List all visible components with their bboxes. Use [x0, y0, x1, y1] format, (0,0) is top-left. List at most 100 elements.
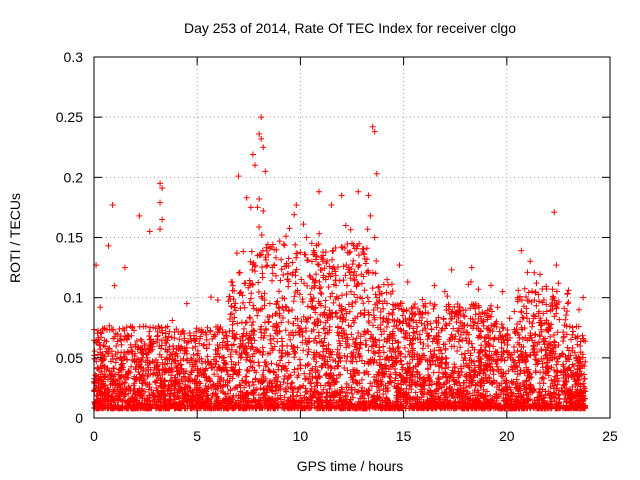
- data-point: [231, 367, 238, 374]
- data-point: [338, 244, 345, 251]
- data-point: [241, 384, 248, 391]
- data-point: [107, 372, 114, 379]
- data-point: [543, 400, 550, 407]
- data-point: [548, 398, 555, 405]
- data-point: [565, 299, 572, 306]
- data-point: [537, 385, 544, 392]
- data-point: [105, 386, 112, 393]
- data-point: [373, 359, 380, 366]
- data-point: [128, 348, 135, 355]
- data-point: [311, 354, 318, 361]
- data-point: [147, 336, 154, 343]
- data-point: [577, 349, 584, 356]
- data-point: [227, 386, 234, 393]
- data-point: [305, 361, 312, 368]
- data-point: [317, 266, 324, 273]
- data-point: [525, 366, 532, 373]
- data-point: [564, 366, 571, 373]
- data-point: [529, 288, 536, 295]
- data-point: [478, 346, 485, 353]
- data-point: [260, 373, 267, 380]
- data-point: [488, 302, 495, 309]
- data-point: [356, 380, 363, 387]
- data-point: [258, 251, 265, 258]
- data-point: [289, 329, 296, 336]
- data-point: [139, 385, 146, 392]
- data-point: [527, 330, 534, 337]
- data-point: [299, 339, 306, 346]
- data-point: [190, 351, 197, 358]
- data-point: [148, 387, 155, 394]
- data-point: [401, 344, 408, 351]
- data-point: [240, 248, 247, 255]
- data-point: [210, 390, 217, 397]
- data-point: [339, 292, 346, 299]
- data-point: [375, 283, 382, 290]
- data-point: [279, 294, 286, 301]
- data-point: [304, 257, 311, 264]
- data-point: [355, 252, 362, 259]
- data-point: [397, 350, 404, 357]
- data-point: [357, 340, 364, 347]
- data-point: [329, 270, 336, 277]
- data-point: [471, 319, 478, 326]
- data-point: [233, 392, 240, 399]
- data-point: [213, 367, 220, 374]
- data-point: [460, 329, 467, 336]
- data-point: [348, 323, 355, 330]
- data-point: [484, 388, 491, 395]
- data-point: [153, 384, 160, 391]
- data-point: [458, 363, 465, 370]
- data-point: [506, 384, 513, 391]
- data-point: [336, 337, 343, 344]
- data-point: [175, 385, 182, 392]
- data-point: [394, 338, 401, 345]
- data-point: [114, 349, 121, 356]
- data-point: [381, 328, 388, 335]
- data-point: [303, 375, 310, 382]
- data-point: [147, 401, 154, 408]
- data-point: [256, 362, 263, 369]
- data-point: [341, 365, 348, 372]
- data-point: [241, 280, 248, 287]
- data-point: [314, 382, 321, 389]
- data-point: [347, 358, 354, 365]
- data-point: [196, 340, 203, 347]
- data-point: [525, 289, 532, 296]
- data-point: [553, 304, 560, 311]
- data-point: [554, 358, 561, 365]
- data-point: [574, 333, 581, 340]
- data-point: [433, 332, 440, 339]
- data-point: [435, 375, 442, 382]
- data-point: [435, 394, 442, 401]
- data-point: [555, 298, 562, 305]
- data-point: [374, 371, 381, 378]
- data-point: [380, 349, 387, 356]
- data-point: [326, 375, 333, 382]
- data-point: [119, 405, 126, 412]
- data-point: [286, 397, 293, 404]
- data-point: [563, 331, 570, 338]
- data-point: [129, 323, 136, 330]
- data-point: [430, 305, 437, 312]
- data-point: [481, 353, 488, 360]
- data-point: [365, 360, 372, 367]
- data-point: [326, 382, 333, 389]
- data-point: [481, 367, 488, 374]
- data-point: [317, 391, 324, 398]
- data-point: [426, 395, 433, 402]
- data-point: [141, 341, 148, 348]
- data-point: [465, 281, 472, 288]
- data-point: [323, 371, 330, 378]
- data-point: [538, 328, 545, 335]
- data-point: [329, 256, 336, 263]
- data-point: [405, 321, 412, 328]
- data-point: [486, 342, 493, 349]
- data-point: [117, 354, 124, 361]
- data-point: [478, 382, 485, 389]
- data-point: [311, 305, 318, 312]
- data-point: [531, 297, 538, 304]
- data-point: [278, 353, 285, 360]
- data-point: [374, 324, 381, 331]
- data-point: [140, 367, 147, 374]
